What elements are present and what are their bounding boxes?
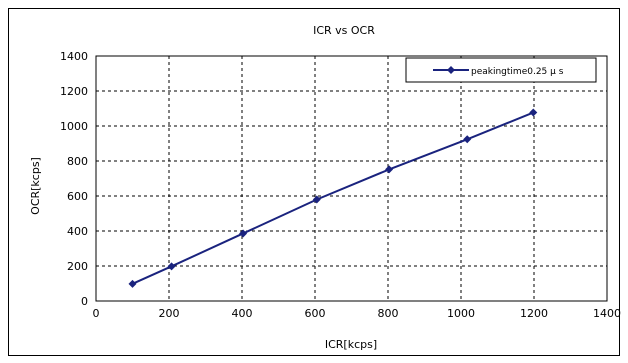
x-tick-label: 1400 bbox=[593, 307, 621, 320]
y-tick-label: 0 bbox=[81, 295, 88, 308]
plot-area bbox=[95, 55, 608, 302]
x-tick-label: 1000 bbox=[447, 307, 475, 320]
data-point-marker bbox=[239, 229, 248, 238]
y-tick-labels: 0 200 400 600 800 1000 1200 1400 bbox=[60, 50, 88, 308]
series-line bbox=[132, 111, 534, 285]
y-axis-label: OCR[kcps] bbox=[29, 157, 42, 215]
y-tick-label: 400 bbox=[67, 225, 88, 238]
x-tick-label: 0 bbox=[93, 307, 100, 320]
data-point-marker bbox=[312, 195, 321, 204]
x-tick-label: 600 bbox=[305, 307, 326, 320]
y-tick-label: 200 bbox=[67, 260, 88, 273]
y-tick-label: 800 bbox=[67, 155, 88, 168]
x-tick-label: 200 bbox=[159, 307, 180, 320]
chart-frame: ICR vs OCR 0 200 400 600 800 1000 1200 1400 0 20… bbox=[8, 8, 622, 356]
legend-entry-label: peakingtime0.25 μ s bbox=[471, 67, 564, 77]
data-point-marker bbox=[463, 135, 472, 144]
chart-title: ICR vs OCR bbox=[313, 24, 375, 37]
data-point-marker bbox=[529, 108, 538, 117]
y-tick-label: 600 bbox=[67, 190, 88, 203]
y-tick-label: 1200 bbox=[60, 85, 88, 98]
y-tick-label: 1000 bbox=[60, 120, 88, 133]
chart-svg: ICR vs OCR 0 200 400 600 800 1000 1200 1400 0 20… bbox=[29, 24, 622, 351]
x-tick-labels: 0 200 400 600 800 1000 1200 1400 bbox=[93, 307, 622, 320]
data-point-marker bbox=[167, 262, 176, 271]
data-point-marker bbox=[128, 279, 137, 288]
legend-marker-diamond bbox=[447, 66, 455, 74]
x-axis-label: ICR[kcps] bbox=[325, 338, 377, 351]
x-tick-label: 800 bbox=[378, 307, 399, 320]
x-tick-label: 400 bbox=[232, 307, 253, 320]
grid-lines bbox=[96, 56, 607, 301]
y-tick-label: 1400 bbox=[60, 50, 88, 63]
data-point-marker bbox=[385, 165, 394, 174]
legend: peakingtime0.25 μ s bbox=[405, 57, 597, 83]
series-layer bbox=[128, 108, 538, 288]
legend-box bbox=[405, 57, 597, 83]
x-tick-label: 1200 bbox=[520, 307, 548, 320]
